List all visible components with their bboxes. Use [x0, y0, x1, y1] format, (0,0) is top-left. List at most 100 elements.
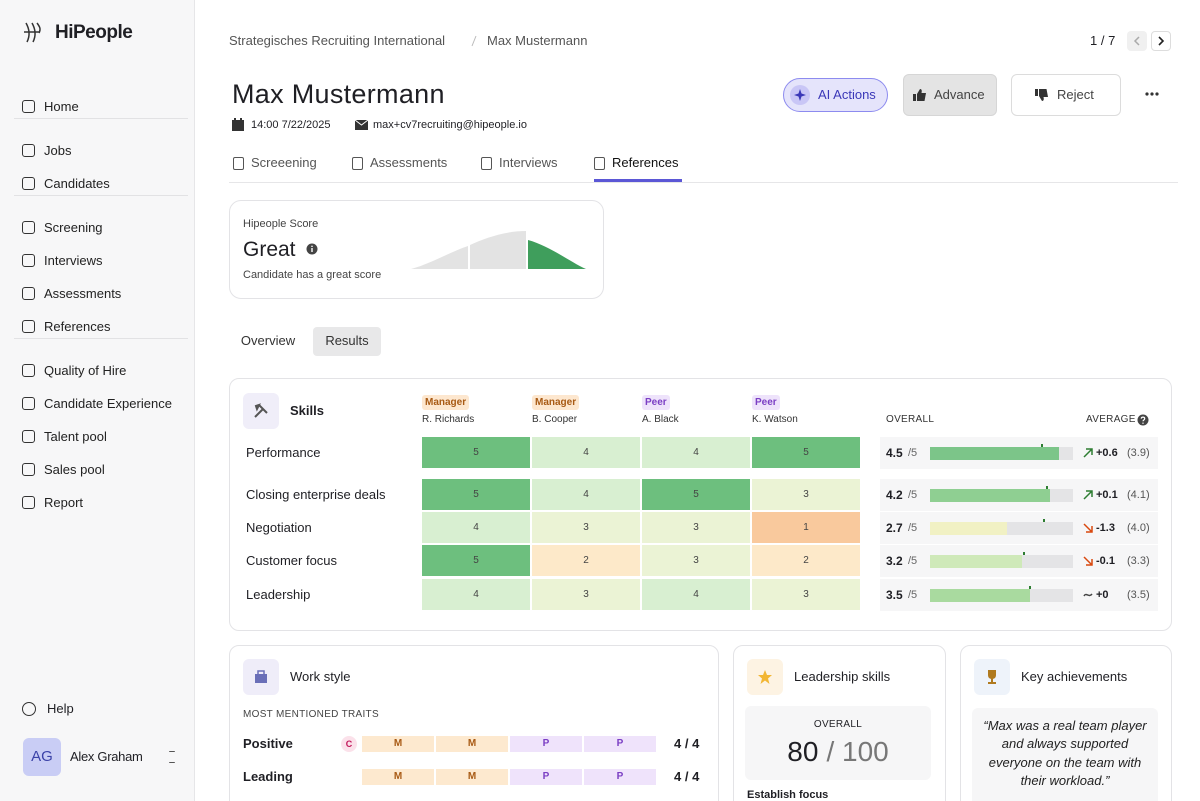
score-value: 4	[693, 589, 699, 600]
average-change: -1.3	[1096, 522, 1115, 534]
score-value: 4	[473, 522, 479, 533]
view-tab[interactable]: Results	[313, 327, 381, 356]
trait-chip: P	[510, 769, 582, 785]
reference-name: K. Watson	[752, 414, 798, 425]
breadcrumb-item[interactable]: Strategisches Recruiting International	[229, 33, 446, 48]
briefcase-icon	[255, 670, 267, 683]
trait-chip: M	[436, 769, 508, 785]
overall-value: 2.7	[886, 521, 903, 535]
help-link[interactable]: Help	[47, 701, 74, 716]
trait-badge: C	[341, 736, 357, 752]
nav-item[interactable]: Assessments	[44, 286, 122, 301]
leadership-score: 80	[787, 736, 819, 767]
breadcrumb-item: Max Mustermann	[487, 33, 588, 48]
view-tab[interactable]: Overview	[229, 327, 307, 356]
score-value: 3	[693, 555, 699, 566]
overall-bar	[930, 522, 1008, 535]
average-marker	[1046, 486, 1049, 489]
advance-label[interactable]: Advance	[934, 87, 985, 102]
tab[interactable]: Assessments	[370, 155, 448, 170]
score-cell: 3	[532, 512, 640, 543]
score-distribution	[411, 231, 586, 269]
next-button[interactable]	[1151, 31, 1171, 51]
nav-item[interactable]: Candidates	[44, 176, 110, 191]
overall-value: 4.5	[886, 446, 903, 460]
nav-item[interactable]: Candidate Experience	[44, 396, 172, 411]
nav-item[interactable]: Jobs	[44, 143, 72, 158]
nav-item[interactable]: Report	[44, 495, 84, 510]
nav-icon	[22, 221, 35, 234]
nav-icon	[22, 463, 35, 476]
nav-icon	[22, 254, 35, 267]
skills-title: Skills	[290, 403, 324, 418]
score-cell: 3	[752, 579, 860, 610]
nav-item[interactable]: Home	[44, 99, 79, 114]
calendar-icon	[232, 118, 244, 131]
trait-chip: P	[584, 769, 656, 785]
candidate-datetime: 14:00 7/22/2025	[251, 119, 331, 131]
score-value: 3	[583, 589, 589, 600]
score-cell: 5	[752, 437, 860, 468]
help-icon	[22, 702, 36, 716]
overall-value: 3.5	[886, 588, 903, 602]
nav-item[interactable]: Screening	[44, 220, 103, 235]
nav-icon	[22, 397, 35, 410]
nav-icon	[22, 364, 35, 377]
nav-divider	[14, 338, 188, 339]
average-marker	[1023, 552, 1026, 555]
user-initials: AG	[31, 748, 53, 765]
star-icon	[758, 670, 772, 684]
prev-button[interactable]	[1127, 31, 1147, 51]
average-marker	[1029, 586, 1032, 589]
ai-actions-label[interactable]: AI Actions	[818, 87, 876, 102]
average-marker	[1043, 519, 1046, 522]
brand-name: HiPeople	[55, 22, 133, 43]
score-cell: 5	[642, 479, 750, 510]
average-change: +0.6	[1096, 447, 1118, 459]
view-tab-label: Results	[325, 333, 369, 348]
tab[interactable]: References	[612, 155, 679, 170]
nav-item[interactable]: Talent pool	[44, 429, 107, 444]
traits-subtitle: MOST MENTIONED TRAITS	[243, 709, 379, 720]
nav-icon	[22, 496, 35, 509]
overall-value: 4.2	[886, 488, 903, 502]
nav-icon	[22, 177, 35, 190]
overall-scale: /5	[908, 447, 918, 459]
reject-button[interactable]	[1011, 74, 1121, 116]
reference-name: A. Black	[642, 414, 679, 425]
average-value: (3.3)	[1127, 555, 1150, 567]
reject-label[interactable]: Reject	[1057, 87, 1094, 102]
leadership-score-line: 80/ 100	[745, 735, 931, 769]
tab[interactable]: Interviews	[499, 155, 558, 170]
nav-item[interactable]: References	[44, 319, 111, 334]
trend-icon	[1083, 556, 1093, 566]
nav-item[interactable]: Interviews	[44, 253, 103, 268]
user-menu-caret	[169, 751, 175, 763]
score-cell: 5	[422, 479, 530, 510]
more-menu[interactable]	[1144, 88, 1160, 100]
user-name[interactable]: Alex Graham	[70, 749, 143, 764]
nav-item[interactable]: Sales pool	[44, 462, 105, 477]
tab[interactable]: Screeening	[251, 155, 317, 170]
score-value: 2	[803, 555, 809, 566]
score-cell: 4	[532, 479, 640, 510]
skill-name: Performance	[246, 445, 321, 460]
overall-bar	[930, 447, 1059, 460]
score-cell: 4	[642, 437, 750, 468]
score-value: 5	[473, 555, 479, 566]
score-value: 3	[803, 489, 809, 500]
trend-icon	[1083, 523, 1093, 533]
view-tab-label: Overview	[240, 333, 296, 348]
tab-icon	[594, 157, 605, 170]
nav-item[interactable]: Quality of Hire	[44, 363, 127, 378]
trait-count: 4 / 4	[674, 769, 700, 784]
average-marker	[1040, 444, 1043, 447]
chevron-left	[1133, 36, 1140, 46]
average-change: +0.1	[1096, 489, 1118, 501]
score-value: 5	[473, 447, 479, 458]
leadership-icon	[747, 659, 783, 695]
overall-header: OVERALL	[886, 414, 935, 425]
overall-scale: /5	[908, 589, 918, 601]
tab-icon	[481, 157, 492, 170]
skills-icon-box	[243, 393, 279, 429]
